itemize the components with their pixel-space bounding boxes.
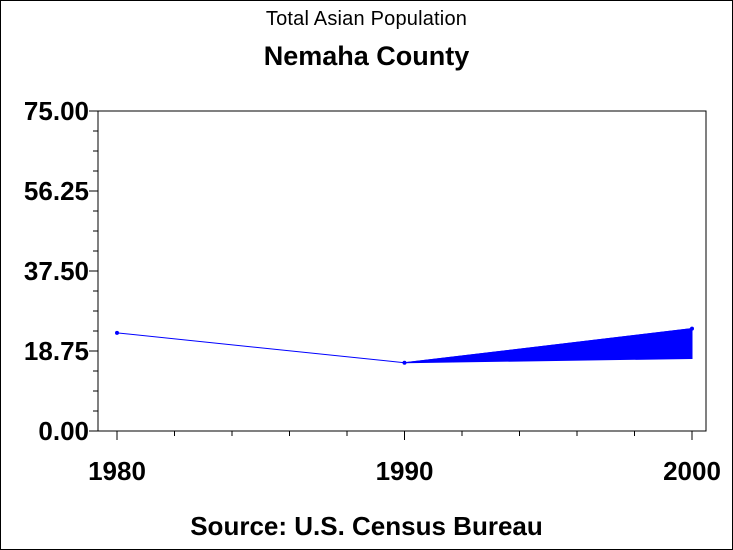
x-tick-label: 1980 — [88, 456, 146, 486]
chart-title: Total Asian Population — [265, 8, 468, 30]
y-tick-label: 0.00 — [38, 416, 89, 446]
source-note: Source: U.S. Census Bureau — [190, 511, 543, 541]
data-point — [690, 326, 694, 331]
data-point — [402, 360, 407, 365]
y-tick-label: 75.00 — [24, 96, 89, 126]
y-tick-label: 37.50 — [24, 256, 89, 286]
chart-subtitle: Nemaha County — [263, 41, 470, 71]
x-tick-label: 1990 — [376, 456, 434, 486]
data-point — [115, 330, 119, 335]
plot-area — [97, 110, 707, 432]
y-tick-label: 18.75 — [24, 336, 89, 366]
x-tick-label: 2000 — [663, 456, 721, 486]
y-tick-label: 56.25 — [24, 176, 89, 206]
